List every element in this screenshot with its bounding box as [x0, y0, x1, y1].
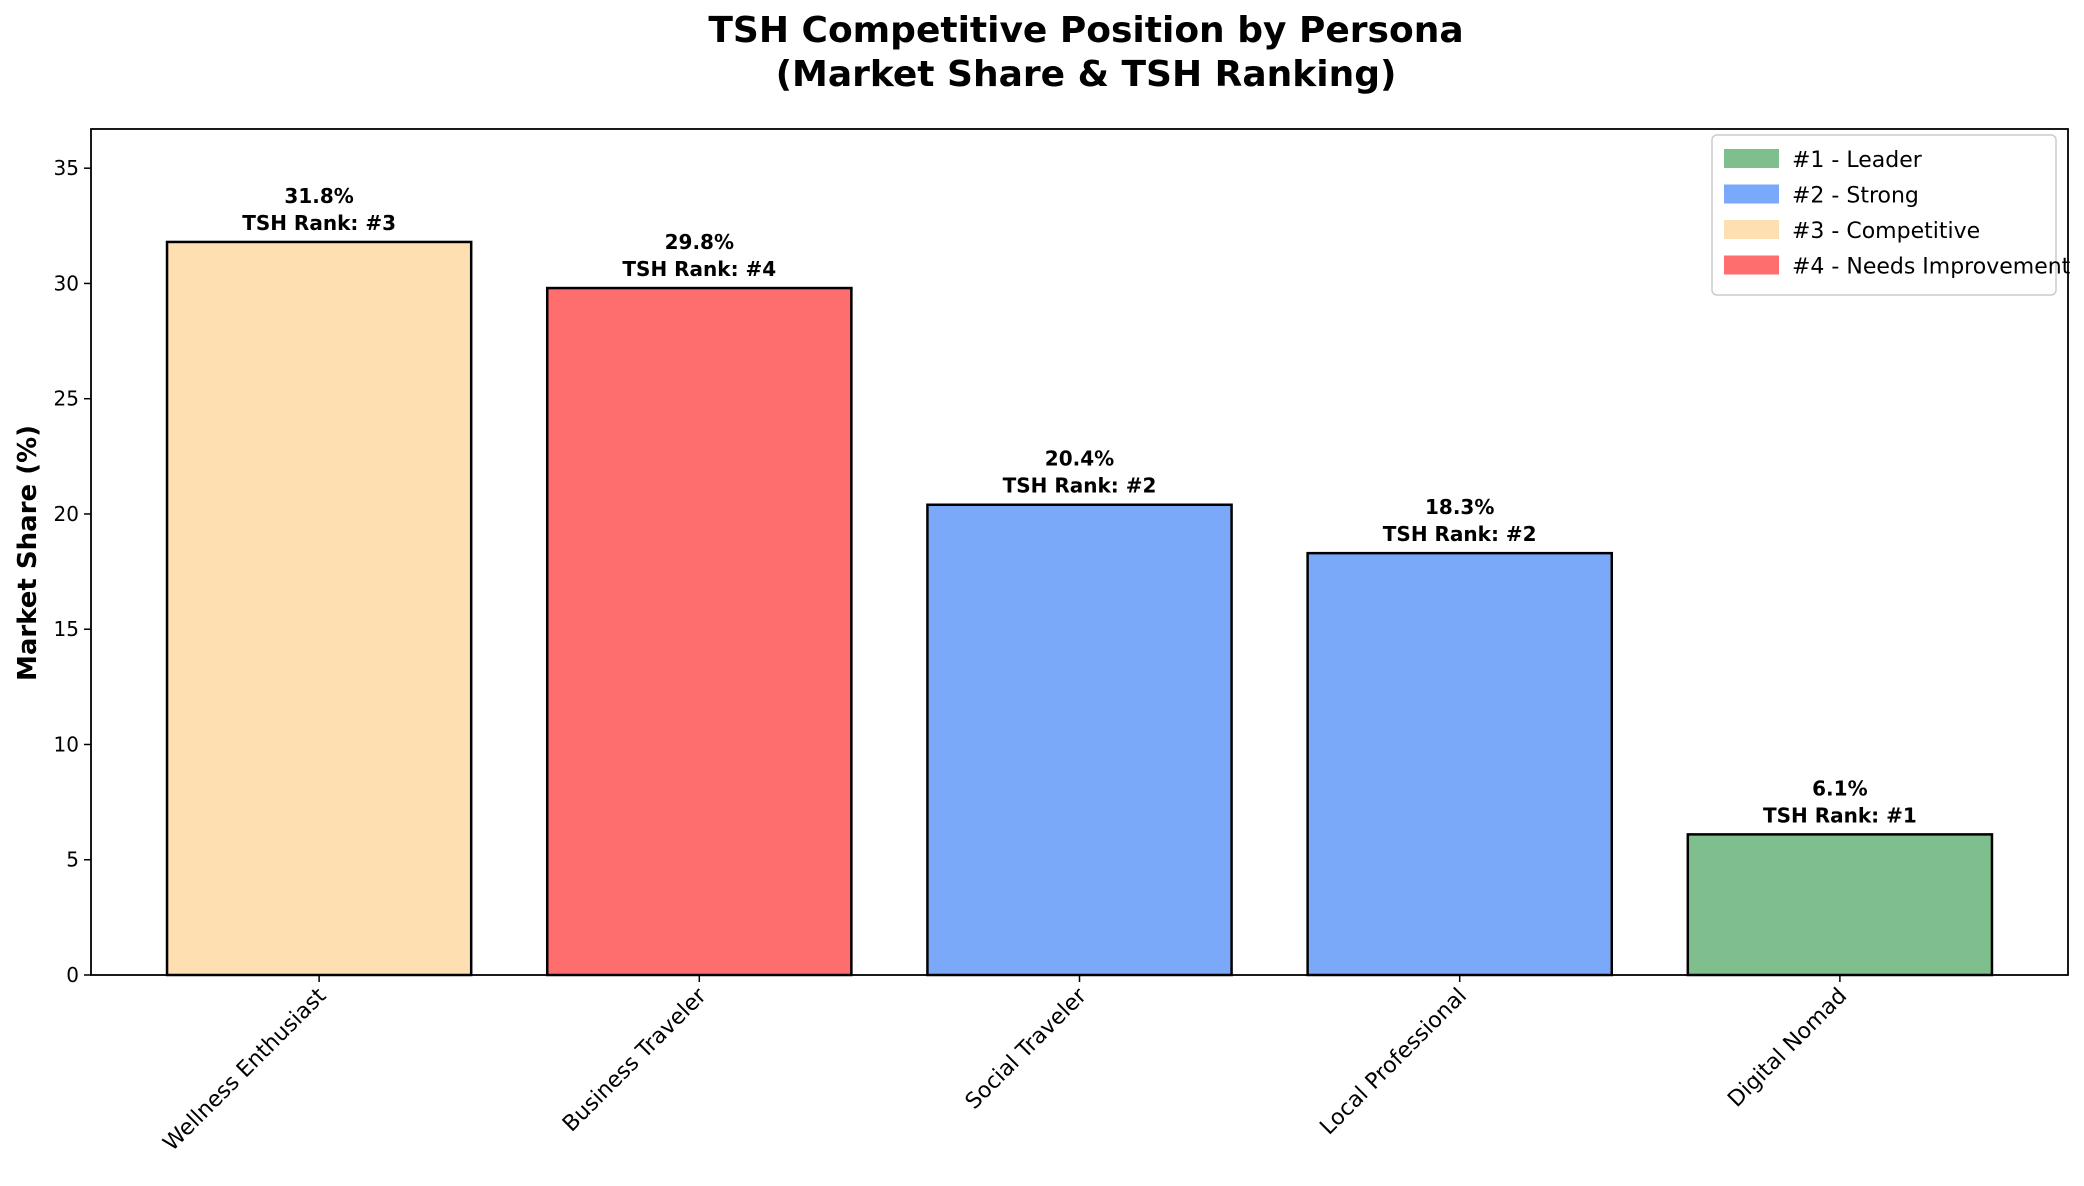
x-tick-label: Digital Nomad	[1723, 984, 1852, 1113]
bar	[1686, 833, 1994, 977]
y-tick-label: 5	[66, 848, 79, 872]
legend-label: #2 - Strong	[1792, 184, 1919, 209]
y-tick-label: 0	[66, 963, 79, 987]
legend-label: #4 - Needs Improvement	[1792, 255, 2071, 280]
legend-swatch	[1724, 255, 1779, 275]
y-tick-label: 25	[54, 387, 79, 411]
x-tick-label: Local Professional	[1315, 984, 1471, 1140]
legend-swatch	[1724, 220, 1779, 239]
bar-rank-label: TSH Rank: #3	[242, 211, 396, 235]
bar-value-label: 31.8%	[284, 184, 353, 208]
chart-subtitle: (Market Share & TSH Ranking)	[776, 54, 1397, 95]
bar-value-label: 20.4%	[1045, 447, 1114, 471]
bar	[1306, 551, 1614, 977]
legend-swatch	[1724, 184, 1779, 204]
bar-value-label: 29.8%	[665, 230, 734, 254]
y-tick-label: 10	[54, 732, 79, 756]
plot-frame	[90, 128, 2069, 976]
bar	[165, 240, 473, 977]
bar-rank-label: TSH Rank: #2	[1003, 474, 1157, 498]
bar-rank-label: TSH Rank: #1	[1763, 803, 1917, 827]
x-tick-label: Wellness Enthusiast	[159, 983, 332, 1156]
bar	[545, 286, 853, 977]
chart-title: TSH Competitive Position by Persona	[708, 10, 1463, 51]
bar-rank-label: TSH Rank: #2	[1383, 522, 1537, 546]
y-tick-label: 35	[54, 156, 79, 180]
y-tick-label: 20	[54, 502, 79, 526]
legend-label: #3 - Competitive	[1792, 219, 1980, 244]
bar-rank-label: TSH Rank: #4	[622, 257, 776, 281]
bar-value-label: 6.1%	[1812, 776, 1867, 800]
y-tick-label: 30	[54, 271, 79, 295]
legend-label: #1 - Leader	[1792, 148, 1923, 173]
y-tick-label: 15	[54, 617, 79, 641]
x-tick-label: Business Traveler	[558, 983, 712, 1137]
x-tick-label: Social Traveler	[961, 983, 1093, 1115]
legend-swatch	[1724, 149, 1779, 168]
bar-value-label: 18.3%	[1425, 495, 1494, 519]
y-axis-label: Market Share (%)	[13, 425, 43, 681]
bar	[926, 503, 1233, 977]
legend-box	[1711, 134, 2057, 296]
